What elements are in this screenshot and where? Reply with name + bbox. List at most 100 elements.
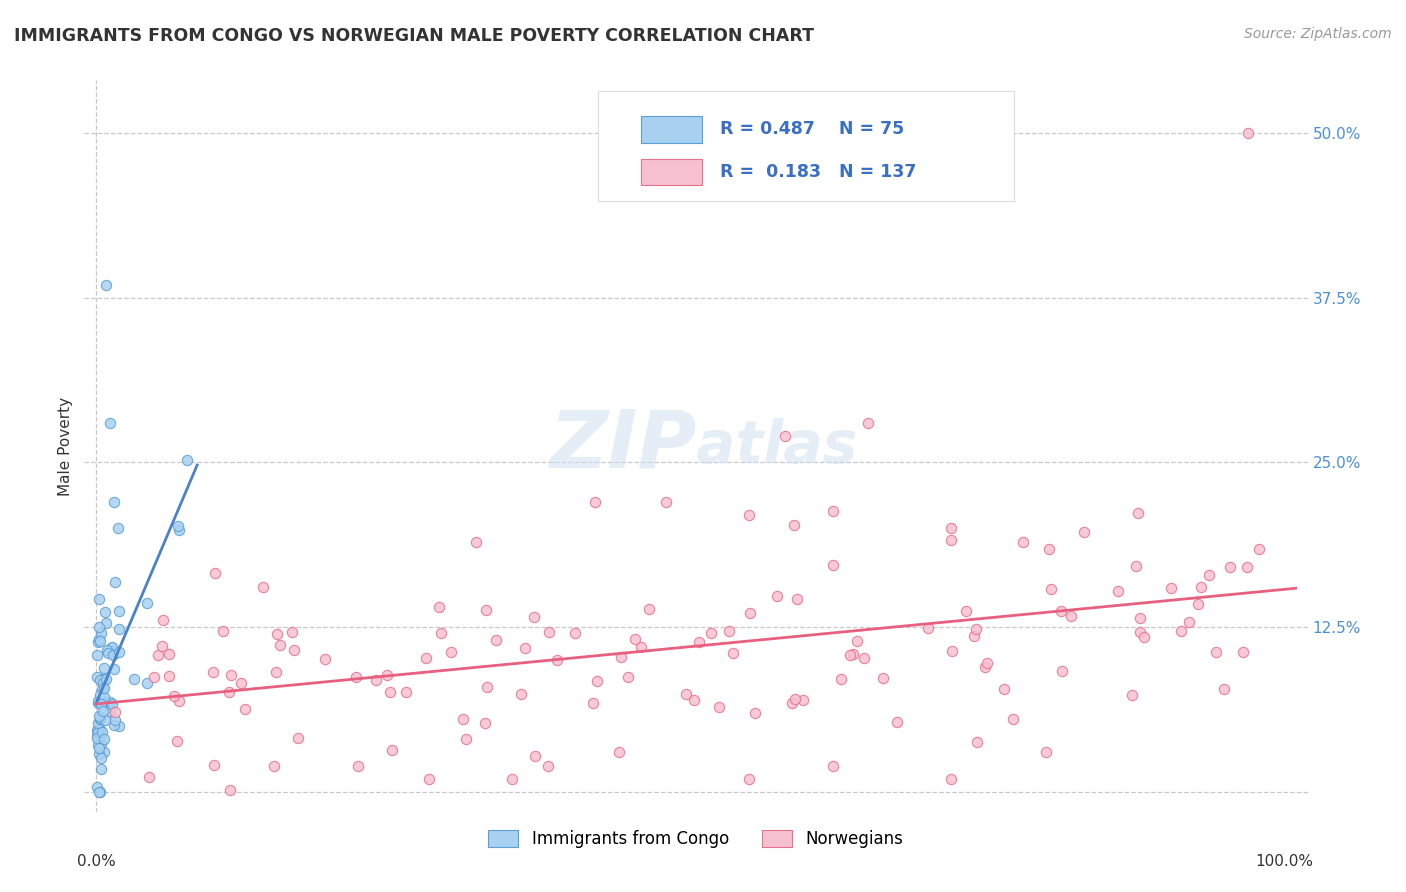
Point <box>474 715 496 730</box>
Point <box>101 640 124 655</box>
Point <box>89 673 111 687</box>
Point <box>281 624 304 639</box>
Point <box>89 711 111 725</box>
Point <box>86 715 108 730</box>
Point <box>104 575 127 590</box>
Point <box>87 738 110 752</box>
Point <box>86 670 108 684</box>
Point <box>89 785 111 799</box>
Text: R = 0.487    N = 75: R = 0.487 N = 75 <box>720 120 904 138</box>
Point <box>856 416 879 430</box>
Point <box>823 558 845 573</box>
Text: atlas: atlas <box>696 417 858 475</box>
Point <box>1125 559 1147 574</box>
Point <box>166 734 188 748</box>
Point <box>841 647 863 661</box>
Point <box>96 643 118 657</box>
Point <box>465 534 488 549</box>
Point <box>167 694 190 708</box>
Point <box>90 737 112 751</box>
Y-axis label: Male Poverty: Male Poverty <box>58 396 73 496</box>
Point <box>157 669 180 683</box>
Point <box>513 640 536 655</box>
Point <box>346 758 368 772</box>
Point <box>1133 630 1156 644</box>
Point <box>1050 665 1073 679</box>
Point <box>783 517 806 532</box>
Point <box>509 687 531 701</box>
Point <box>1001 712 1024 726</box>
Point <box>87 635 110 649</box>
Point <box>630 640 652 655</box>
Point <box>766 590 789 604</box>
Point <box>523 610 546 624</box>
Point <box>202 665 225 680</box>
Point <box>211 624 233 639</box>
Point <box>1129 625 1152 640</box>
Point <box>740 607 762 621</box>
Point <box>700 625 723 640</box>
Point <box>1128 611 1150 625</box>
Point <box>941 644 963 658</box>
Point <box>616 670 638 684</box>
Point <box>163 689 186 703</box>
Point <box>395 685 418 699</box>
Point <box>87 741 110 756</box>
Point <box>89 730 111 744</box>
Point <box>1232 644 1254 658</box>
Point <box>440 645 463 659</box>
Point <box>103 662 125 676</box>
Point <box>90 681 112 696</box>
Point <box>152 613 174 627</box>
Point <box>100 416 122 430</box>
Point <box>103 495 125 509</box>
Point <box>375 667 398 681</box>
Point <box>872 672 894 686</box>
Point <box>1178 615 1201 630</box>
Point <box>91 672 114 686</box>
Point <box>101 648 124 662</box>
Point <box>89 723 111 737</box>
Point <box>142 670 165 684</box>
Point <box>976 656 998 670</box>
Point <box>93 661 115 675</box>
Point <box>721 646 744 660</box>
Point <box>87 696 110 710</box>
Point <box>89 709 111 723</box>
Point <box>100 640 122 655</box>
Point <box>266 626 288 640</box>
Point <box>917 622 939 636</box>
Point <box>93 690 115 704</box>
Point <box>583 495 606 509</box>
Point <box>90 750 112 764</box>
Point <box>939 533 962 547</box>
Point <box>91 695 114 709</box>
Point <box>1236 560 1258 574</box>
Point <box>86 731 108 745</box>
Point <box>94 713 117 727</box>
Point <box>146 648 169 662</box>
Point <box>418 772 440 786</box>
Point <box>94 616 117 631</box>
Point <box>1038 541 1060 556</box>
Point <box>773 429 796 443</box>
Point <box>451 712 474 726</box>
Point <box>1107 583 1129 598</box>
Point <box>87 632 110 646</box>
Point <box>93 745 115 759</box>
Text: Source: ZipAtlas.com: Source: ZipAtlas.com <box>1244 27 1392 41</box>
Point <box>86 729 108 743</box>
Point <box>122 672 145 686</box>
Point <box>167 523 190 537</box>
Point <box>202 757 225 772</box>
Point <box>744 706 766 720</box>
Point <box>475 603 498 617</box>
Point <box>90 762 112 776</box>
Point <box>91 675 114 690</box>
Point <box>86 780 108 794</box>
Point <box>1198 568 1220 582</box>
Point <box>609 649 631 664</box>
Point <box>1218 559 1240 574</box>
Point <box>100 695 122 709</box>
Point <box>104 705 127 719</box>
